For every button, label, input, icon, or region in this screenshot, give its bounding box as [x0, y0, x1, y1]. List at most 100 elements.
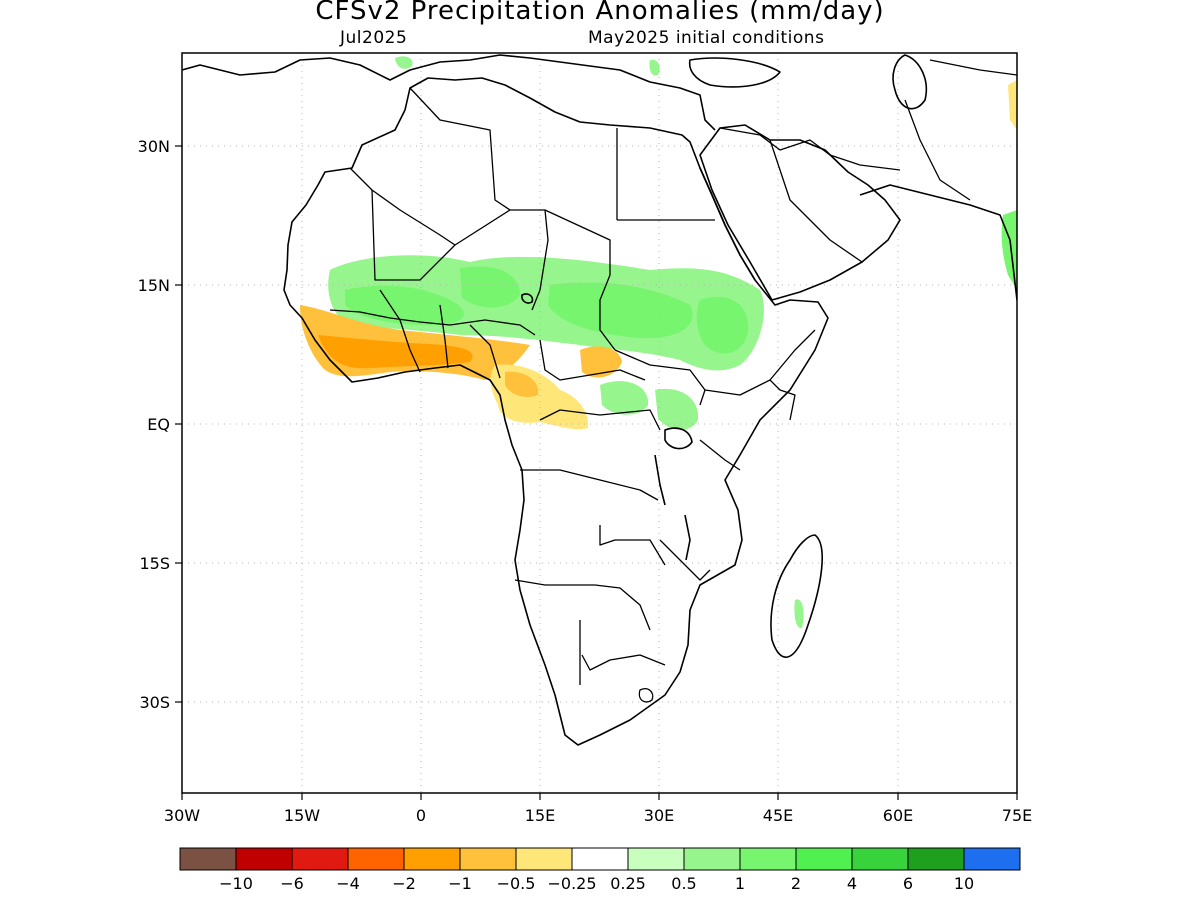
- border-somalia: [769, 379, 796, 421]
- black-sea: [688, 57, 781, 88]
- colorbar-label: −1: [448, 874, 472, 893]
- border-mideast: [719, 127, 901, 171]
- border-angola-namibia: [514, 579, 595, 586]
- gridlines: [182, 53, 1017, 793]
- lat-tick-label: 15S: [139, 554, 170, 573]
- lat-tick-labels: 30N 15N EQ 15S 30S: [138, 137, 170, 712]
- caspian-sea: [892, 54, 927, 110]
- border-west-africa-2: [379, 289, 421, 373]
- border-morocco-algeria: [349, 167, 456, 246]
- colorbar-label: −4: [336, 874, 360, 893]
- initial-conditions: May2025 initial conditions: [588, 28, 825, 48]
- border-chad-sudan: [599, 274, 616, 351]
- persian-coast: [859, 184, 1017, 301]
- border-cameroon-car: [539, 339, 646, 381]
- colorbar: −10 −6 −4 −2 −1 −0.5 −0.25 0.25 0.5 1 2 4 6 10: [179, 847, 1021, 893]
- country-borders: [329, 59, 1017, 703]
- colorbar-label: 2: [791, 874, 801, 893]
- border-south-sudan: [614, 349, 706, 406]
- colorbar-swatch: [459, 847, 517, 871]
- africa-coastline: [283, 77, 829, 746]
- caucasus-wet: [649, 59, 660, 76]
- uganda-wet: [655, 388, 699, 430]
- colorbar-swatch: [291, 847, 349, 871]
- sahel-wet-anomaly: [328, 255, 764, 371]
- lon-tick-label: 0: [416, 806, 426, 825]
- colorbar-label: 0.25: [610, 874, 646, 893]
- lake-chad: [521, 293, 534, 304]
- border-saudi: [769, 139, 863, 263]
- car-dry: [580, 346, 622, 378]
- border-angola-zambia: [599, 525, 666, 566]
- border-iran: [904, 99, 971, 201]
- guinea-dry-core: [318, 335, 473, 369]
- lon-tick-label: 30W: [164, 806, 200, 825]
- colorbar-label: −10: [219, 874, 253, 893]
- border-niger-chad: [531, 209, 549, 311]
- border-algeria-libya: [409, 87, 511, 211]
- colorbar-swatch: [963, 847, 1021, 871]
- ethiopia-wet-core: [696, 296, 749, 354]
- colorbar-swatch: [739, 847, 797, 871]
- colorbar-swatch: [571, 847, 629, 871]
- border-mozambique: [659, 539, 711, 581]
- colorbar-swatch: [851, 847, 909, 871]
- turkey-wet: [395, 56, 413, 69]
- colorbar-label: −0.25: [547, 874, 596, 893]
- colorbar-label: −0.5: [497, 874, 536, 893]
- border-sahel-north: [371, 189, 611, 281]
- border-nigeria: [469, 324, 501, 379]
- madagascar-coastline: [770, 534, 823, 658]
- lon-tick-label: 15W: [284, 806, 320, 825]
- lon-tick-label: 45E: [763, 806, 793, 825]
- lat-tick-label: 15N: [138, 276, 170, 295]
- lake-malawi: [684, 514, 691, 561]
- cameroon-dry-core: [505, 371, 539, 397]
- lon-tick-label: 15E: [525, 806, 555, 825]
- colorbar-label: 6: [903, 874, 913, 893]
- forecast-month: Jul2025: [340, 28, 408, 48]
- lon-tick-label: 30E: [644, 806, 674, 825]
- border-drc-south: [520, 469, 659, 501]
- lat-tick-label: EQ: [147, 415, 170, 434]
- colorbar-swatch: [179, 847, 237, 871]
- colorbar-label: −6: [280, 874, 304, 893]
- colorbar-label: −2: [392, 874, 416, 893]
- colorbar-label: 1: [735, 874, 745, 893]
- lake-victoria: [664, 427, 693, 450]
- colorbar-swatch: [347, 847, 405, 871]
- colorbar-swatch: [627, 847, 685, 871]
- arabian-peninsula: [699, 124, 901, 301]
- madagascar-wet: [794, 599, 804, 629]
- colorbar-swatch: [683, 847, 741, 871]
- coastlines: [182, 54, 1017, 746]
- border-west-africa-3: [439, 304, 449, 369]
- colorbar-label: 4: [847, 874, 857, 893]
- colorbar-swatch: [795, 847, 853, 871]
- colorbar-swatch: [907, 847, 965, 871]
- arabia-dry-fleck: [1008, 80, 1017, 130]
- lake-tanganyika: [654, 454, 666, 506]
- lat-tick-label: 30N: [138, 137, 170, 156]
- colorbar-swatch: [235, 847, 293, 871]
- colorbar-label: 0.5: [671, 874, 696, 893]
- lesotho: [638, 688, 654, 703]
- europe-coast: [182, 54, 716, 131]
- anomaly-field: [300, 56, 1017, 629]
- colorbar-label: 10: [954, 874, 974, 893]
- tick-marks: [175, 145, 1018, 800]
- lon-tick-label: 75E: [1002, 806, 1032, 825]
- lon-tick-labels: 30W 15W 0 15E 30E 45E 60E 75E: [164, 806, 1032, 825]
- sahel-wet-core-2: [460, 266, 520, 308]
- border-drc-north: [539, 409, 661, 431]
- red-sea-west-coast: [699, 167, 756, 281]
- chart-title: CFSv2 Precipitation Anomalies (mm/day): [315, 0, 885, 26]
- border-south-africa-north: [581, 654, 666, 671]
- map-frame: [181, 52, 1018, 794]
- east-africa-wet: [600, 381, 649, 415]
- border-tanzania-kenya: [699, 439, 741, 471]
- colorbar-swatch: [515, 847, 573, 871]
- sahel-wet-core-3: [548, 282, 693, 339]
- colorbar-swatch: [403, 847, 461, 871]
